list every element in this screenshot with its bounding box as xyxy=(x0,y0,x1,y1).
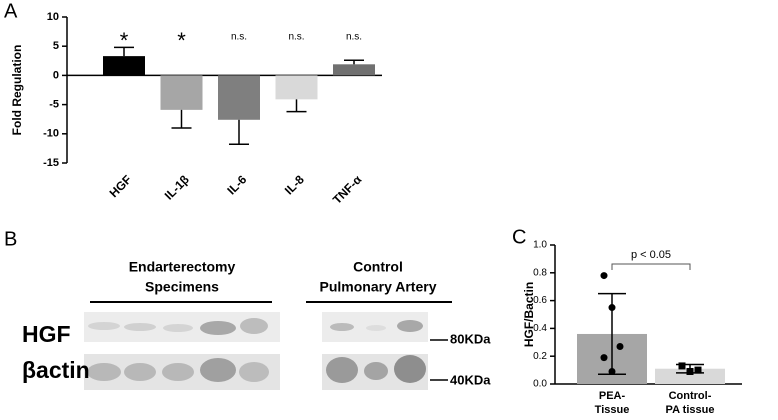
bar xyxy=(275,75,318,100)
point xyxy=(686,367,694,375)
y-tick-label: 5 xyxy=(53,40,59,52)
group-label: Endarterectomy xyxy=(129,259,236,275)
x-tick-label: IL-1β xyxy=(162,172,192,202)
point xyxy=(616,342,624,350)
y-tick-label: -10 xyxy=(43,128,59,140)
point xyxy=(600,272,608,280)
y-tick-label: -5 xyxy=(49,99,59,111)
significance-bracket xyxy=(611,263,691,270)
bar xyxy=(103,56,145,76)
y-tick-label: 0.2 xyxy=(533,351,547,362)
y-tick-label: 1.0 xyxy=(533,240,547,251)
panel-label: A xyxy=(4,0,18,22)
x-tick-label: IL-8 xyxy=(282,172,307,197)
x-tick-label: TNF-α xyxy=(330,172,365,207)
group-label: Specimens xyxy=(145,279,219,295)
point xyxy=(608,304,616,312)
bar xyxy=(333,64,375,76)
annotation: n.s. xyxy=(346,32,362,43)
annotation: n.s. xyxy=(231,32,247,43)
annotation: * xyxy=(177,28,186,53)
y-tick-label: 0.4 xyxy=(533,323,547,334)
x-tick-label: Control-PA tissue xyxy=(666,390,715,416)
marker-label: 40KDa xyxy=(450,372,491,387)
panel-label: B xyxy=(4,228,17,250)
row-label: βactin xyxy=(22,357,90,383)
x-tick-label: PEA-Tissue xyxy=(595,390,630,416)
point xyxy=(600,354,608,362)
group-label: Control xyxy=(353,259,403,275)
y-tick-label: 0.0 xyxy=(533,379,547,390)
bar xyxy=(160,75,203,110)
row-label: HGF xyxy=(22,321,71,347)
y-axis-label: Fold Regulation xyxy=(10,45,24,136)
annotation: n.s. xyxy=(288,32,304,43)
point xyxy=(608,367,616,375)
x-tick-label: IL-6 xyxy=(224,172,249,197)
point xyxy=(678,362,686,370)
marker-label: 80KDa xyxy=(450,331,491,346)
blot: Endarterectomy Specimens Control Pulmona… xyxy=(22,259,491,390)
annotation: p < 0.05 xyxy=(631,249,671,261)
annotation: * xyxy=(120,28,129,53)
y-tick-label: 0.8 xyxy=(533,267,547,278)
group-label: Pulmonary Artery xyxy=(320,279,437,295)
y-tick-label: 10 xyxy=(47,11,59,23)
x-tick-label: HGF xyxy=(107,172,135,200)
y-tick-label: 0 xyxy=(53,69,59,81)
bar xyxy=(218,75,260,120)
bands xyxy=(87,318,426,383)
y-tick-label: 0.6 xyxy=(533,295,547,306)
panel-label: C xyxy=(512,226,526,248)
y-axis-label: HGF/Bactin xyxy=(522,282,536,347)
point xyxy=(694,366,702,374)
y-tick-label: -15 xyxy=(43,157,59,169)
bar xyxy=(655,368,725,384)
